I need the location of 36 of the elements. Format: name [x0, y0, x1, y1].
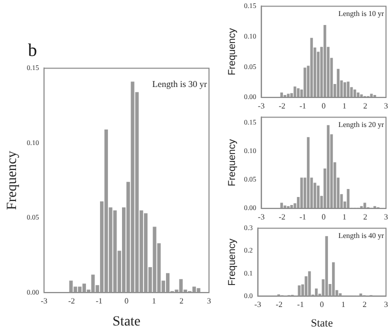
x-tick-label: -3: [258, 212, 265, 222]
y-axis-title: Frequency: [226, 238, 238, 286]
x-tick-label: -2: [278, 212, 286, 222]
x-tick-label: 1: [152, 296, 156, 306]
x-tick-label: 3: [384, 300, 388, 310]
x-tick-label: 0: [124, 296, 129, 306]
text: b: [28, 40, 37, 60]
x-tick-label: 0: [322, 101, 326, 110]
y-axis-title: Frequency: [226, 139, 238, 186]
x-tick-label: -2: [68, 296, 75, 306]
x-tick-label: 2: [180, 296, 184, 306]
x-tick-label: 3: [384, 101, 388, 110]
x-tick-label: 3: [207, 296, 211, 306]
x-tick-label: 0: [322, 212, 326, 222]
x-axis-title: State: [112, 314, 141, 330]
x-tick-label: 2: [363, 212, 368, 222]
x-tick-label: 2: [362, 300, 367, 310]
x-tick-label: 0: [320, 300, 324, 310]
x-tick-label: -2: [276, 300, 282, 310]
x-tick-label: 1: [342, 101, 346, 110]
x-tick-label: 3: [384, 212, 388, 222]
x-tick-label: -1: [96, 296, 102, 306]
x-tick-label: -1: [299, 212, 306, 222]
y-axis-title: Frequency: [5, 150, 20, 210]
x-tick-label: -3: [40, 296, 48, 306]
x-tick-label: 2: [363, 101, 368, 110]
x-tick-label: -1: [299, 101, 306, 110]
x-tick-label: -3: [254, 300, 262, 310]
y-axis-title: Frequency: [226, 28, 238, 76]
text: Length is 30 yr: [152, 79, 207, 90]
x-tick-label: 1: [342, 212, 346, 222]
x-tick-label: -1: [297, 300, 304, 310]
x-tick-label: 1: [341, 300, 346, 310]
x-axis-title: State: [310, 317, 333, 330]
x-tick-label: -3: [258, 101, 265, 110]
x-tick-label: -2: [278, 101, 286, 110]
